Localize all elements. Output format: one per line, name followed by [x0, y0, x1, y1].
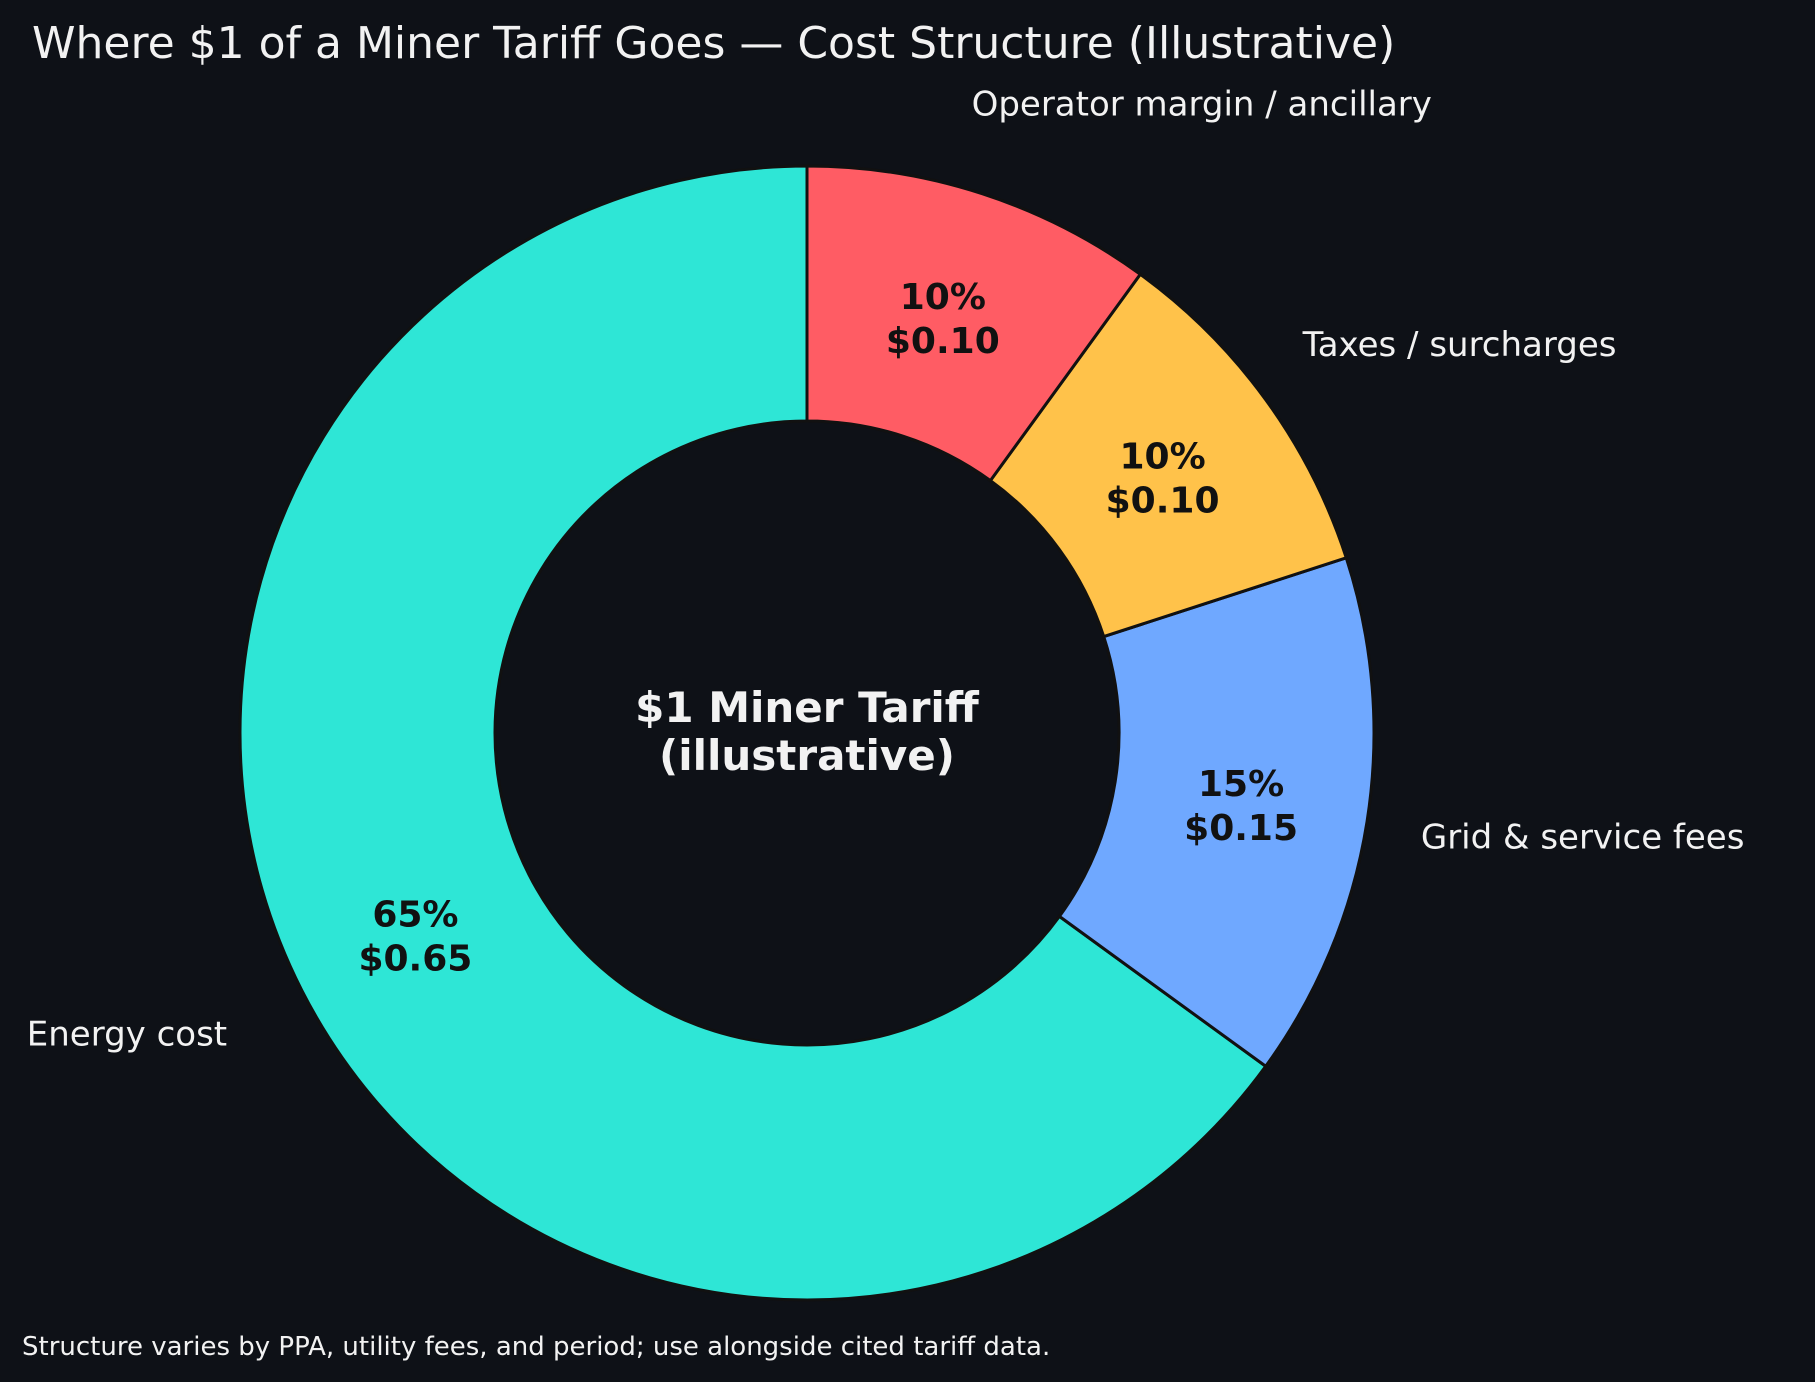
center-label-line-2: (illustrative) — [659, 731, 955, 780]
value-label-energy-cost-percent: 65% — [372, 895, 458, 936]
value-label-grid-service-fees-dollars: $0.15 — [1184, 808, 1298, 849]
value-label-operator-margin-ancillary-percent: 10% — [900, 277, 986, 318]
center-label-line-1: $1 Miner Tariff — [635, 683, 980, 732]
category-label-grid-service-fees: Grid & service fees — [1421, 818, 1745, 858]
slice-energy-cost — [238, 164, 1268, 1302]
slices-group — [238, 164, 1376, 1302]
category-label-operator-margin-ancillary: Operator margin / ancillary — [972, 84, 1432, 124]
category-label-taxes-surcharges: Taxes / surcharges — [1302, 325, 1617, 365]
labels-group: 65%$0.65 Energy cost 15%$0.15 Grid & servic… — [27, 84, 1745, 1054]
footnote: Structure varies by PPA, utility fees, a… — [22, 1332, 1050, 1362]
value-label-operator-margin-ancillary-dollars: $0.10 — [886, 321, 1000, 362]
chart-title: Where $1 of a Miner Tariff Goes — Cost S… — [32, 18, 1395, 69]
slice-grid-service-fees — [1057, 555, 1376, 1069]
category-label-energy-cost: Energy cost — [27, 1015, 227, 1055]
slice-operator-margin-ancillary — [805, 164, 1143, 483]
value-label-grid-service-fees-percent: 15% — [1198, 764, 1284, 805]
value-label-taxes-surcharges-dollars: $0.10 — [1106, 481, 1220, 522]
value-label-energy-cost-dollars: $0.65 — [358, 939, 472, 980]
value-label-taxes-surcharges-percent: 10% — [1119, 437, 1205, 478]
